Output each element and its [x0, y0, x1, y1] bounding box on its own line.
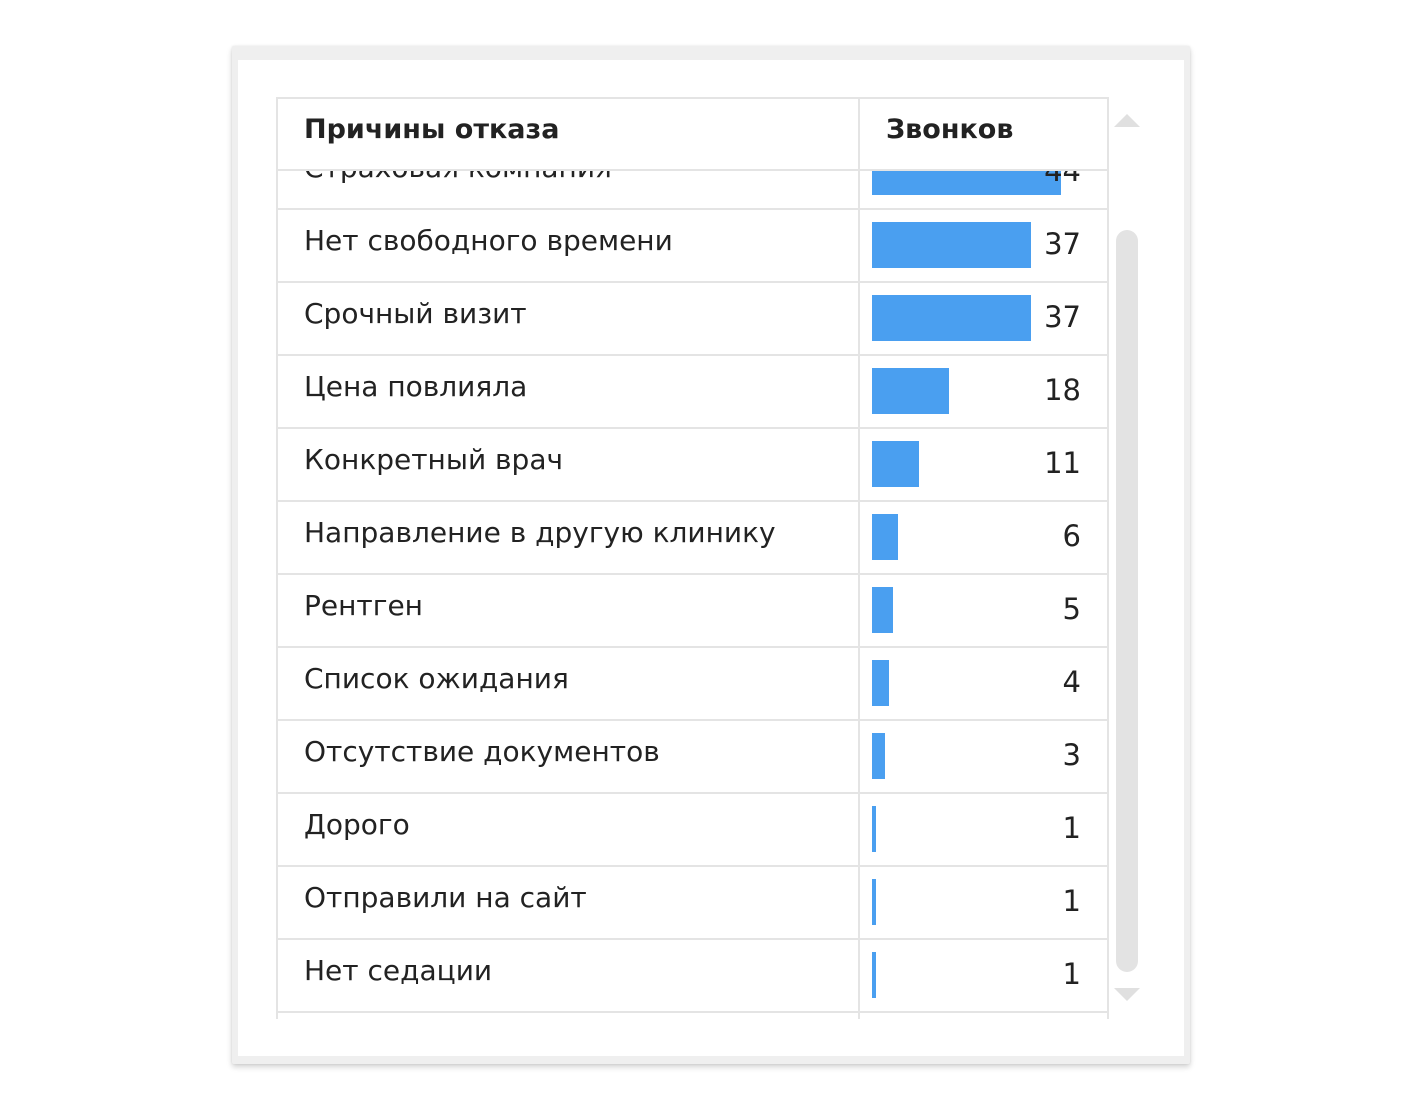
calls-value: 37: [1044, 300, 1081, 334]
row-reason-label: Конкретный врач: [304, 443, 564, 476]
row-reason-label: Рентген: [304, 589, 423, 622]
calls-bar: [872, 587, 893, 633]
table-row[interactable]: Направление в другую клинику 6: [278, 502, 1107, 575]
calls-value: 4: [1062, 665, 1081, 699]
table-row[interactable]: Отсутствие документов 3: [278, 721, 1107, 794]
row-reason-label: Направление в другую клинику: [304, 516, 776, 549]
calls-bar: [872, 660, 889, 706]
table-row[interactable]: Цена повлияла 18: [278, 356, 1107, 429]
scroll-up-arrow-icon[interactable]: [1114, 114, 1140, 127]
row-reason-label: Отсутствие документов: [304, 735, 660, 768]
scrollbar-thumb[interactable]: [1116, 230, 1138, 972]
calls-bar: [872, 806, 876, 852]
table-row[interactable]: Конкретный врач 11: [278, 429, 1107, 502]
table-row[interactable]: Срочный визит 37: [278, 283, 1107, 356]
calls-bar: [872, 514, 898, 560]
calls-bar: [872, 441, 919, 487]
column-header-calls[interactable]: Звонков: [886, 114, 1014, 145]
calls-value: 37: [1044, 227, 1081, 261]
column-header-reason[interactable]: Причины отказа: [304, 114, 560, 145]
calls-bar: [872, 733, 885, 779]
calls-value: 11: [1044, 446, 1081, 480]
calls-bar: [872, 952, 876, 998]
calls-value: 1: [1062, 811, 1081, 845]
calls-bar: [872, 879, 876, 925]
row-reason-label: Дорого: [304, 808, 410, 841]
table-row[interactable]: Нет седации 1: [278, 940, 1107, 1013]
row-reason-label: Цена повлияла: [304, 370, 528, 403]
table-header: Причины отказа Звонков: [278, 99, 1107, 171]
table-rows: Страховая компания44Нет свободного време…: [278, 99, 1107, 1019]
calls-value: 1: [1062, 884, 1081, 918]
table-row[interactable]: Дорого 1: [278, 794, 1107, 867]
calls-bar: [872, 222, 1031, 268]
table-row[interactable]: Нет свободного времени 37: [278, 210, 1107, 283]
row-reason-label: Отправили на сайт: [304, 881, 587, 914]
calls-value: 3: [1062, 738, 1081, 772]
reasons-table: Страховая компания44Нет свободного време…: [276, 97, 1109, 1019]
calls-bar: [872, 368, 949, 414]
column-divider: [858, 99, 860, 1019]
calls-bar: [872, 295, 1031, 341]
row-reason-label: Нет свободного времени: [304, 224, 673, 257]
calls-value: 18: [1044, 373, 1081, 407]
row-reason-label: Список ожидания: [304, 662, 569, 695]
table-row[interactable]: Рентген 5: [278, 575, 1107, 648]
calls-value: 5: [1062, 592, 1081, 626]
row-reason-label: Срочный визит: [304, 297, 527, 330]
table-row[interactable]: Список ожидания 4: [278, 648, 1107, 721]
table-row[interactable]: Отправили на сайт 1: [278, 867, 1107, 940]
calls-value: 6: [1062, 519, 1081, 553]
row-reason-label: Нет седации: [304, 954, 493, 987]
calls-value: 1: [1062, 957, 1081, 991]
scroll-down-arrow-icon[interactable]: [1114, 988, 1140, 1001]
